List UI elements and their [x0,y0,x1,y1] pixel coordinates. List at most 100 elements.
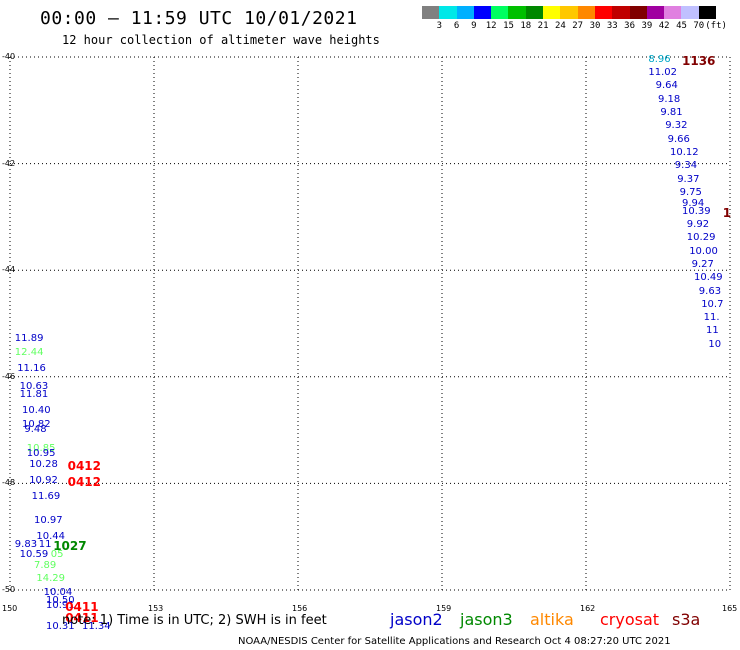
legend-label: 27 [572,21,584,31]
legend-swatch [681,6,699,19]
credit-line: NOAA/NESDIS Center for Satellite Applica… [238,636,671,647]
wave-height-label: 1136 [682,53,716,68]
legend-label: 39 [641,21,653,31]
wave-height-label: 10.85 [26,442,56,454]
wave-height-label: 10.63 [19,381,49,393]
wave-height-label: 9.63 [698,285,722,297]
wave-height-label: 11. [703,312,720,324]
wave-height-label: 9.66 [667,133,690,145]
legend-label: (ft) [705,21,727,31]
wave-height-label: 10.97 [34,514,63,526]
wave-height-label: 10.44 [36,530,66,542]
legend-label: 42 [658,21,670,31]
wave-height-label: 10 [708,338,722,350]
wave-height-label: 0411 [65,599,99,614]
legend-swatch [439,6,457,19]
wave-height-label: 9.48 [24,424,47,436]
legend-swatch [456,6,474,19]
lat-tick-label: -48 [2,478,16,488]
legend-label: 24 [554,21,566,31]
wave-height-label: 11.16 [17,362,46,374]
wave-height-label: 11 [706,325,719,337]
legend-swatch [543,6,561,19]
wave-height-label: 9.83 [14,538,38,550]
wave-height-label: 9.92 [686,218,710,230]
wave-height-label: 05 [50,549,64,561]
legend-label: 33 [606,21,618,31]
wave-height-label: 10.31 [46,621,75,633]
lon-tick-label: 150 [2,604,18,613]
wave-height-label: 1 [722,205,732,220]
wave-height-label: 9.34 [674,160,698,172]
legend-label: 70 [693,21,705,31]
legend-swatch [629,6,647,19]
wave-height-label: 9.64 [655,80,678,92]
wave-height-label: 9.32 [665,120,688,132]
wave-height-label: 10.49 [694,272,723,284]
satellite-jason2: jason2 [390,610,443,629]
legend-swatch [422,6,440,19]
wave-height-label: 10.95 [26,448,56,460]
wave-height-label: 14.29 [36,573,66,585]
wave-height-label: 10.82 [22,418,51,430]
satellite-jason3: jason3 [460,610,513,629]
wave-height-label: 8.96 [648,53,671,65]
wave-height-label: 1027 [53,538,87,553]
wave-height-label: 10.59 [19,549,49,561]
lon-tick-label: 162 [580,604,596,613]
lon-tick-label: 165 [722,604,738,613]
lon-tick-label: 153 [148,604,164,613]
lon-tick-label: 159 [436,604,452,613]
legend-swatch [646,6,665,19]
legend-label: 36 [624,21,636,31]
legend-label: 45 [676,21,687,31]
legend-swatch [525,6,544,19]
wave-height-label: 9.81 [660,106,683,118]
wave-height-label: 10.7 [701,298,724,310]
wave-height-label: 0412 [67,474,101,489]
lat-tick-label: -40 [2,52,16,61]
legend-swatch [664,6,682,19]
wave-height-label: 7.89 [34,560,57,571]
wave-height-label: 9.37 [677,173,700,185]
wave-height-label: 9.75 [679,186,702,198]
legend-swatch [473,6,492,19]
legend-swatch [508,6,526,19]
wave-height-label: 9.27 [691,258,714,270]
page-title: 00:00 – 11:59 UTC 10/01/2021 [40,8,358,29]
wave-height-label: 11.81 [19,389,49,401]
wave-height-label: 11.02 [648,66,678,78]
wave-height-label: 10.40 [22,405,51,417]
legend-swatch [560,6,578,19]
lat-tick-label: -42 [2,158,16,168]
wave-height-label: 0411 [65,610,99,625]
legend-label: 12 [485,21,497,31]
units-note: note: 1) Time is in UTC; 2) SWH is in fe… [62,613,327,628]
lat-tick-label: -46 [2,371,16,381]
legend-label: 18 [520,21,532,31]
wave-height-label: 10.39 [682,205,711,217]
wave-height-label: 10.91 [46,599,75,611]
wave-height-label: 11.34 [82,621,111,633]
wave-height-label: 11 [38,538,52,550]
lat-tick-label: -44 [2,265,16,275]
wave-height-label: 10.28 [29,458,58,470]
satellite-s3a: s3a [672,610,701,629]
legend-label: 3 [436,21,443,31]
color-legend [422,6,717,19]
lat-tick-label: -50 [2,585,16,594]
wave-height-label: 10.29 [686,232,716,244]
wave-height-label: 11.69 [31,490,61,502]
legend-label: 9 [471,21,477,31]
legend-swatch [612,6,630,19]
wave-height-label: 9.94 [682,197,705,209]
lon-tick-label: 156 [292,604,308,613]
wave-height-label: 10.04 [43,586,73,598]
wave-height-label: 10.50 [46,594,75,606]
legend-label: 21 [537,21,549,31]
legend-label: 6 [453,21,460,31]
wave-height-label: 0412 [67,458,101,473]
legend-swatch [698,6,717,19]
wave-height-label: 11.89 [14,333,44,345]
